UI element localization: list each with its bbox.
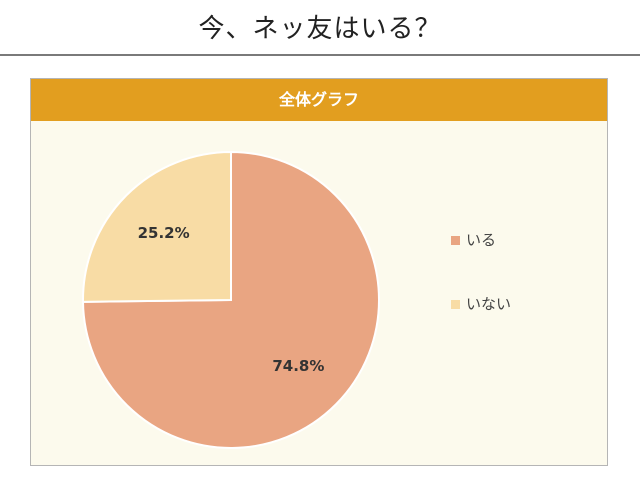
legend-item-inai: いない xyxy=(451,293,511,314)
chart-panel: 全体グラフ 74.8% 25.2% いる いない xyxy=(30,78,608,466)
pie-chart: 74.8% 25.2% xyxy=(81,150,380,449)
legend-label-iru: いる xyxy=(466,231,497,249)
pie-slice-inai xyxy=(82,150,232,303)
title-divider xyxy=(0,54,640,56)
legend-swatch-iru xyxy=(451,236,460,245)
legend-swatch-inai xyxy=(451,300,460,309)
data-label-iru: 74.8% xyxy=(272,357,324,375)
legend-label-inai: いない xyxy=(466,295,512,313)
page-title: 今、ネッ友はいる？ xyxy=(198,14,442,44)
legend-item-iru: いる xyxy=(451,229,496,250)
chart-panel-title: 全体グラフ xyxy=(31,79,607,121)
data-label-inai: 25.2% xyxy=(138,224,190,242)
